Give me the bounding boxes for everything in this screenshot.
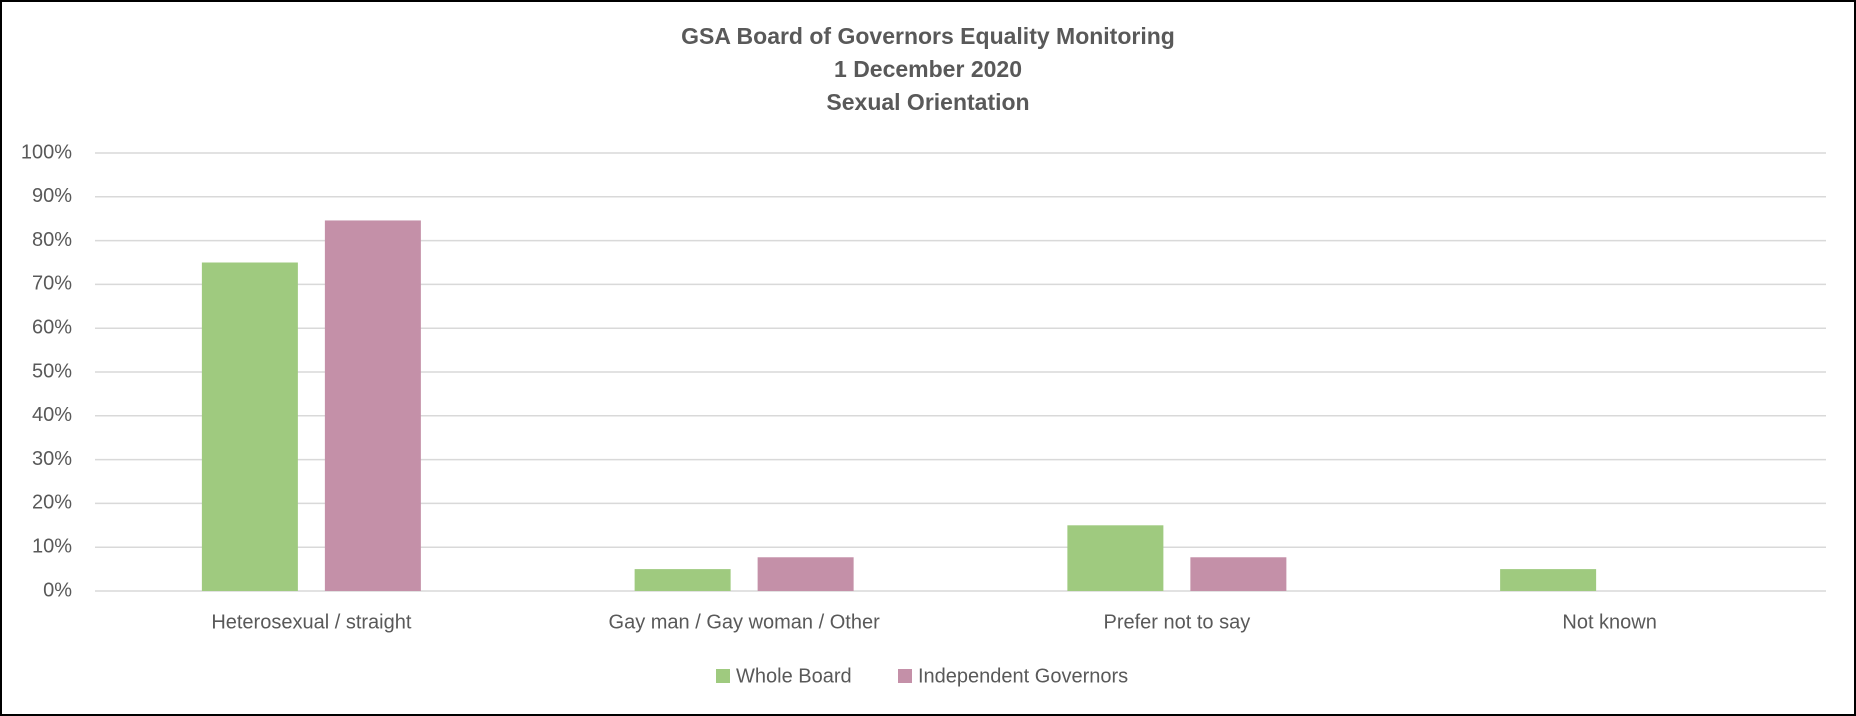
x-tick-label: Prefer not to say [1104, 611, 1251, 633]
y-tick-label: 20% [32, 492, 72, 514]
chart-title: Sexual Orientation [826, 89, 1029, 115]
chart-title: GSA Board of Governors Equality Monitori… [681, 23, 1175, 49]
y-tick-label: 50% [32, 360, 72, 382]
legend-label: Independent Governors [918, 665, 1128, 687]
y-tick-label: 0% [43, 579, 72, 601]
legend-swatch [716, 669, 730, 683]
bar [1067, 525, 1164, 591]
y-tick-label: 10% [32, 535, 72, 557]
x-tick-label: Heterosexual / straight [211, 611, 412, 633]
legend-swatch [898, 669, 912, 683]
chart-title: 1 December 2020 [834, 56, 1022, 82]
bar [1500, 569, 1597, 591]
x-tick-label: Gay man / Gay woman / Other [609, 611, 881, 633]
y-tick-label: 90% [32, 185, 72, 207]
bar [201, 262, 298, 591]
bar [634, 569, 731, 591]
y-tick-label: 40% [32, 404, 72, 426]
y-tick-label: 70% [32, 273, 72, 295]
y-tick-label: 60% [32, 316, 72, 338]
x-tick-label: Not known [1562, 611, 1657, 633]
y-tick-label: 80% [32, 229, 72, 251]
y-tick-label: 100% [21, 141, 72, 163]
bar [1190, 557, 1287, 591]
legend-label: Whole Board [736, 665, 852, 687]
bar [324, 220, 421, 591]
bar [757, 557, 854, 591]
y-tick-label: 30% [32, 448, 72, 470]
